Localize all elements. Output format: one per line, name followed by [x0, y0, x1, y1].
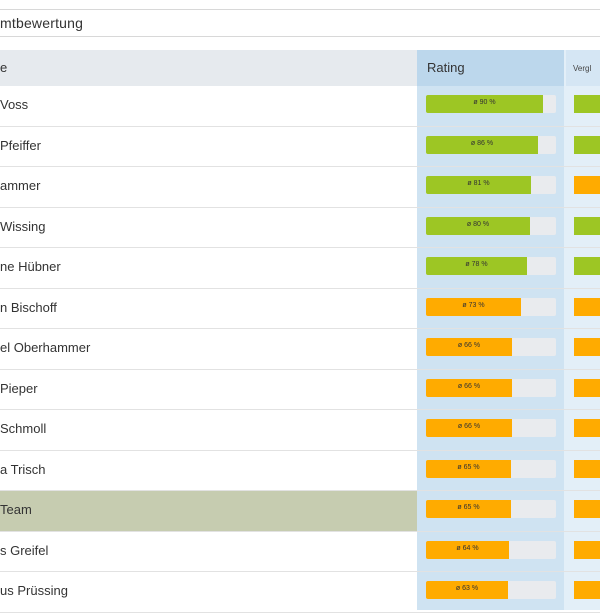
- team-row[interactable]: Team ø 65 %: [0, 491, 600, 532]
- rating-bar-fill: [426, 257, 527, 275]
- table-row[interactable]: Voss ø 90 %: [0, 86, 600, 127]
- rating-bar: ø 73 %: [426, 297, 556, 316]
- rating-value: ø 80 %: [466, 220, 490, 228]
- rating-bar-fill: [426, 419, 512, 437]
- rating-bar: ø 81 %: [426, 176, 556, 194]
- rating-value: ø 81 %: [467, 180, 490, 187]
- rating-value: ø 65 %: [457, 463, 480, 471]
- person-name: Voss: [0, 97, 29, 112]
- person-name: a Trisch: [0, 461, 46, 477]
- table-row[interactable]: s Greifel ø 64 %: [0, 532, 600, 572]
- rating-bar: ø 80 %: [426, 216, 556, 235]
- rating-bar: ø 66 %: [426, 338, 556, 356]
- compare-bar: [574, 257, 600, 275]
- rating-bar: ø 66 %: [426, 378, 556, 397]
- table-row[interactable]: Wissing ø 80 %: [0, 208, 600, 248]
- table-body: Voss ø 90 % Pfeiffer ø 86 % ammer ø 81 % Wissi…: [0, 86, 600, 613]
- rating-bar-fill: [426, 378, 512, 397]
- rating-bar-fill: [426, 135, 538, 154]
- table-row[interactable]: Pfeiffer ø 86 %: [0, 127, 600, 167]
- table-row[interactable]: n Bischoff ø 73 %: [0, 289, 600, 329]
- rating-bar-fill: [426, 338, 512, 356]
- rating-value: ø 66 %: [457, 423, 481, 430]
- rating-value: ø 78 %: [465, 261, 488, 268]
- header-compare-cell: [566, 50, 600, 86]
- person-name: ammer: [0, 178, 41, 193]
- header-rating-cell: [417, 50, 564, 86]
- rating-value: ø 73 %: [462, 301, 485, 309]
- table-header: e Rating Vergl: [0, 50, 600, 86]
- section-title: mtbewertung: [0, 15, 84, 31]
- table-row[interactable]: el Oberhammer ø 66 %: [0, 329, 600, 370]
- compare-bar: [574, 135, 600, 154]
- compare-bar: [574, 297, 600, 316]
- rating-bar-fill: [426, 459, 511, 478]
- compare-bar: [574, 378, 600, 397]
- compare-bar: [574, 338, 600, 356]
- person-name: Pieper: [0, 380, 38, 396]
- rating-bar: ø 65 %: [426, 459, 556, 478]
- header-name-cell: [0, 50, 417, 86]
- person-name: us Prüssing: [0, 583, 68, 598]
- compare-bar: [574, 95, 600, 113]
- rating-value: ø 90 %: [473, 99, 496, 106]
- rating-bar-fill: [426, 216, 530, 235]
- compare-bar: [574, 419, 600, 437]
- table-row[interactable]: ne Hübner ø 78 %: [0, 248, 600, 289]
- rating-bar: ø 78 %: [426, 257, 556, 275]
- compare-bar: [574, 581, 600, 599]
- table-row[interactable]: ammer ø 81 %: [0, 167, 600, 208]
- person-name: s Greifel: [0, 542, 49, 558]
- header-name-label[interactable]: e: [0, 60, 8, 75]
- rating-bar: ø 90 %: [426, 95, 556, 113]
- rating-bar: ø 65 %: [426, 500, 556, 518]
- rating-bar: ø 63 %: [426, 581, 556, 599]
- table-row[interactable]: Pieper ø 66 %: [0, 370, 600, 410]
- rating-bar: ø 66 %: [426, 419, 556, 437]
- rating-bar-fill: [426, 95, 543, 113]
- section-title-bar: mtbewertung: [0, 9, 600, 37]
- header-compare-label[interactable]: Vergl: [573, 64, 592, 73]
- rating-bar-fill: [426, 581, 508, 599]
- compare-bar: [574, 540, 600, 559]
- rating-bar-fill: [426, 176, 531, 194]
- header-rating-label[interactable]: Rating: [427, 60, 465, 75]
- rating-bar-fill: [426, 297, 521, 316]
- rating-bar-fill: [426, 500, 511, 518]
- person-name: Pfeiffer: [0, 137, 41, 153]
- compare-bar: [574, 176, 600, 194]
- team-row-highlight: [0, 491, 417, 531]
- table-row[interactable]: Schmoll ø 66 %: [0, 410, 600, 451]
- rating-bar: ø 86 %: [426, 135, 556, 154]
- person-name: Wissing: [0, 218, 46, 234]
- compare-bar: [574, 500, 600, 518]
- rating-value: ø 66 %: [457, 342, 481, 349]
- rating-bar: ø 64 %: [426, 540, 556, 559]
- compare-bar: [574, 216, 600, 235]
- rating-value: ø 64 %: [456, 544, 479, 552]
- person-name: el Oberhammer: [0, 340, 91, 355]
- rating-bar-fill: [426, 540, 509, 559]
- person-name: Team: [0, 502, 32, 517]
- compare-bar: [574, 459, 600, 478]
- table-row[interactable]: us Prüssing ø 63 %: [0, 572, 600, 613]
- person-name: n Bischoff: [0, 299, 57, 315]
- person-name: Schmoll: [0, 421, 47, 436]
- rating-value: ø 66 %: [457, 382, 481, 390]
- person-name: ne Hübner: [0, 259, 61, 274]
- rating-value: ø 65 %: [457, 504, 480, 511]
- table-row[interactable]: a Trisch ø 65 %: [0, 451, 600, 491]
- rating-value: ø 86 %: [470, 139, 494, 147]
- rating-value: ø 63 %: [455, 585, 479, 592]
